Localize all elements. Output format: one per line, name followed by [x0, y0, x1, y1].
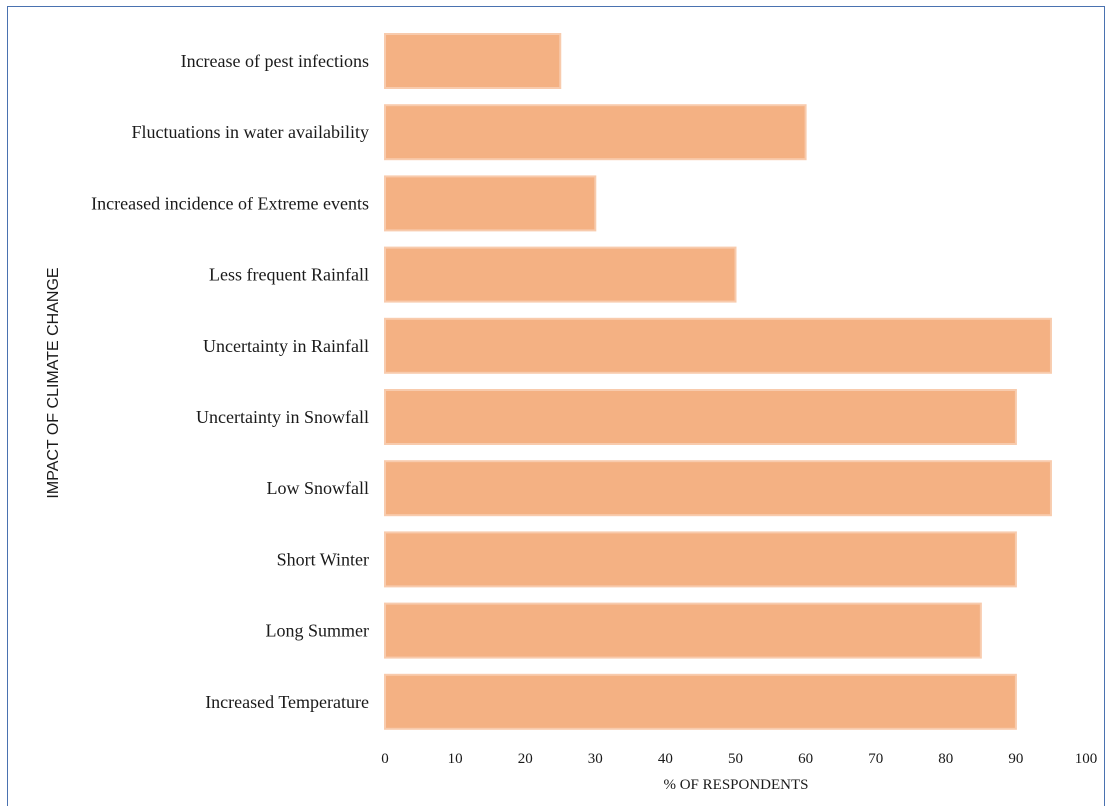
category-label-6: Low Snowfall — [267, 478, 370, 498]
category-label-8: Long Summer — [266, 621, 370, 641]
bar-6 — [384, 460, 1052, 517]
x-tick-label-1: 10 — [448, 751, 463, 767]
x-tick-label-10: 100 — [1075, 751, 1098, 767]
x-tick-label-7: 70 — [868, 751, 883, 767]
y-axis-title: IMPACT OF CLIMATE CHANGE — [45, 267, 62, 498]
category-label-1: Fluctuations in water availability — [132, 122, 369, 142]
x-tick-labels: 0 10 20 30 40 50 60 70 80 90 100 — [381, 751, 1097, 767]
category-label-3: Less frequent Rainfall — [209, 265, 369, 285]
category-label-0: Increase of pest infections — [181, 51, 369, 71]
x-tick-label-8: 80 — [938, 751, 953, 767]
x-tick-label-3: 30 — [588, 751, 603, 767]
category-label-5: Uncertainty in Snowfall — [196, 407, 369, 427]
bar-1 — [384, 104, 807, 161]
category-label-7: Short Winter — [277, 549, 369, 569]
bar-8 — [384, 602, 982, 659]
category-labels: Increase of pest infections Fluctuations … — [91, 51, 369, 712]
x-tick-label-2: 20 — [518, 751, 533, 767]
bar-5 — [384, 389, 1017, 445]
bar-3 — [384, 246, 737, 303]
x-tick-label-6: 60 — [798, 751, 813, 767]
x-axis-title: % OF RESPONDENTS — [663, 777, 808, 793]
category-label-9: Increased Temperature — [205, 692, 369, 712]
bar-4 — [384, 317, 1052, 374]
category-label-2: Increased incidence of Extreme events — [91, 193, 369, 213]
bar-0 — [384, 33, 562, 89]
x-tick-label-4: 40 — [658, 751, 673, 767]
bar-9 — [384, 673, 1017, 730]
x-tick-label-9: 90 — [1008, 751, 1023, 767]
x-tick-label-0: 0 — [381, 751, 389, 767]
category-label-4: Uncertainty in Rainfall — [203, 336, 369, 356]
bars-group — [384, 33, 1052, 730]
bar-2 — [384, 175, 597, 232]
bar-7 — [384, 531, 1017, 588]
x-tick-label-5: 50 — [728, 751, 743, 767]
